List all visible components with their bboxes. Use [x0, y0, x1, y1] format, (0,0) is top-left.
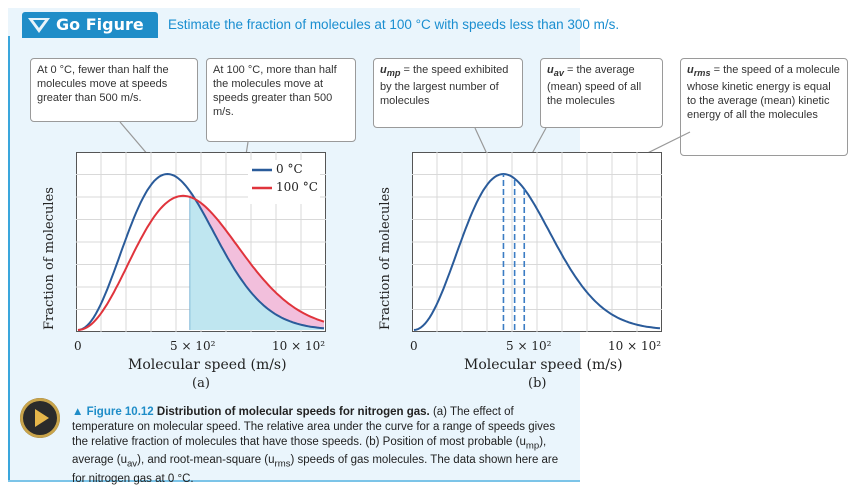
chart-a-panel-label: (a) [192, 376, 210, 391]
chart-b [412, 152, 662, 332]
chart-a-tick-0: 0 [74, 339, 82, 353]
urms-sub: rms [693, 68, 711, 79]
callout-100c-text: At 100 °C, more than half the molecules … [213, 64, 337, 118]
caption-p1: (a) The effect of temperature on molecul… [72, 406, 556, 448]
caption-p2: (b) Position of most probable (u [365, 436, 526, 448]
panel-left-border [8, 36, 10, 482]
go-figure-icon [28, 18, 50, 33]
chart-a-tick-1000: 10 × 10² [272, 339, 326, 353]
ump-symbol: u [380, 64, 387, 76]
chart-a-curve-0c [77, 172, 325, 331]
chart-b-ylabel: Fraction of molecules [378, 187, 393, 330]
urms-symbol: u [687, 64, 694, 76]
caption-p5: ) speeds of gas molecules. The data show… [72, 454, 559, 485]
uav-symbol: u [547, 64, 554, 76]
urms-text: = the speed of a molecule whose kinetic … [687, 64, 840, 122]
caption-figure-label: ▲ Figure 10.12 [72, 406, 154, 418]
caption-p3-sub: av [126, 458, 138, 470]
go-figure-question: Estimate the fraction of molecules at 10… [168, 17, 620, 32]
media-play-button[interactable] [20, 398, 60, 438]
callout-0c: At 0 °C, fewer than half the molecules m… [30, 58, 198, 122]
chart-a-xlabel: Molecular speed (m/s) [128, 357, 287, 373]
caption-p4: ), and root-mean-square (u [137, 454, 275, 467]
chart-a-area-0c [189, 191, 324, 330]
chart-a-tick-500: 5 × 10² [170, 339, 216, 353]
chart-a-curve-100c [77, 194, 325, 331]
chart-a-ylabel: Fraction of molecules [42, 187, 57, 330]
legend-label-100c: 100 °C [276, 180, 318, 194]
chart-b-tick-500: 5 × 10² [506, 339, 552, 353]
callout-urms: urms = the speed of a molecule whose kin… [680, 58, 848, 156]
chart-b-xlabel: Molecular speed (m/s) [464, 357, 623, 373]
chart-b-curve-0c [413, 172, 661, 331]
callout-ump: ump = the speed exhibited by the largest… [373, 58, 523, 128]
legend-label-0c: 0 °C [276, 162, 303, 176]
ump-text: = the speed exhibited by the largest num… [380, 64, 509, 108]
ump-sub: mp [386, 68, 401, 79]
uav-text: = the average (mean) speed of all the mo… [547, 64, 642, 108]
uav-sub: av [553, 68, 564, 79]
chart-b-tick-0: 0 [410, 339, 418, 353]
play-icon [35, 409, 49, 427]
callout-uav: uav = the average (mean) speed of all th… [540, 58, 663, 128]
go-figure-title: Go Figure [56, 15, 144, 34]
panel-bottom-border [8, 480, 580, 482]
caption-p4-sub: rms [274, 458, 291, 470]
callout-0c-text: At 0 °C, fewer than half the molecules m… [37, 64, 169, 104]
caption-figure-title: Distribution of molecular speeds for nit… [156, 406, 430, 418]
legend-swatches [252, 168, 272, 190]
figure-caption: ▲ Figure 10.12 Distribution of molecular… [72, 405, 572, 487]
chart-a-legend: 0 °C 100 °C [248, 160, 320, 204]
callout-100c: At 100 °C, more than half the molecules … [206, 58, 356, 142]
caption-p2-sub: mp [525, 440, 540, 452]
chart-b-panel-label: (b) [528, 376, 547, 391]
chart-b-tick-1000: 10 × 10² [608, 339, 662, 353]
caption-p3: ), average (u [72, 436, 547, 467]
